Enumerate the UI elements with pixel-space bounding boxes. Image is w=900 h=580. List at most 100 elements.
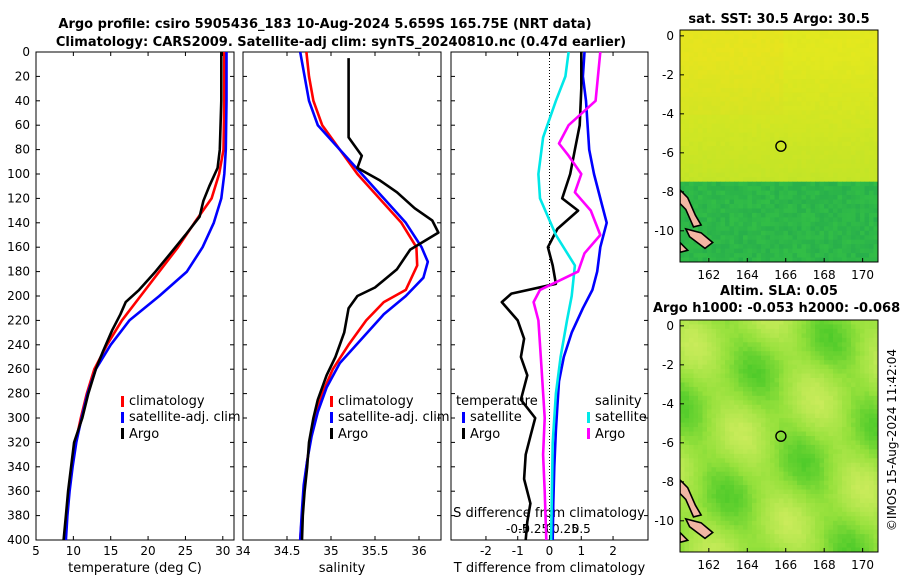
- map-cell: [864, 476, 870, 482]
- map-cell: [837, 395, 843, 401]
- map-cell: [702, 471, 708, 477]
- map-cell: [851, 373, 857, 379]
- map-cell: [774, 88, 780, 94]
- map-cell: [806, 342, 812, 348]
- map-cell: [842, 92, 848, 98]
- map-cell: [860, 34, 866, 40]
- map-cell: [815, 400, 821, 406]
- map-cell: [770, 516, 776, 522]
- map-cell: [783, 400, 789, 406]
- map-cell: [855, 199, 861, 205]
- map-cell: [810, 101, 816, 107]
- map-cell: [815, 440, 821, 446]
- map-cell: [837, 146, 843, 152]
- map-cell: [851, 190, 857, 196]
- map-cell: [869, 485, 875, 491]
- map-cell: [680, 360, 686, 366]
- map-cell: [774, 529, 780, 535]
- map-cell: [743, 239, 749, 245]
- map-cell: [761, 440, 767, 446]
- map-cell: [801, 436, 807, 442]
- map-cell: [761, 351, 767, 357]
- map-cell: [833, 70, 839, 76]
- map-cell: [846, 395, 852, 401]
- map-cell: [819, 114, 825, 120]
- map-cell: [689, 257, 695, 262]
- map-cell: [743, 534, 749, 540]
- map-cell: [756, 328, 762, 334]
- map-cell: [873, 38, 878, 44]
- map-cell: [720, 324, 726, 330]
- map-cell: [815, 43, 821, 49]
- map-cell: [828, 230, 834, 236]
- map-cell: [855, 248, 861, 254]
- map-cell: [725, 230, 731, 236]
- map-cell: [792, 52, 798, 58]
- map-cell: [797, 355, 803, 361]
- map-cell: [810, 373, 816, 379]
- map-cell: [828, 458, 834, 464]
- map-cell: [797, 395, 803, 401]
- map-cell: [860, 480, 866, 486]
- map-cell: [819, 61, 825, 67]
- map-cell: [702, 52, 708, 58]
- map-cell: [756, 324, 762, 330]
- map-cell: [761, 422, 767, 428]
- map-cell: [729, 239, 735, 245]
- map-cell: [810, 56, 816, 62]
- x-tick-label: 164: [736, 268, 759, 282]
- map-cell: [792, 163, 798, 169]
- map-cell: [734, 480, 740, 486]
- map-cell: [792, 146, 798, 152]
- map-cell: [810, 458, 816, 464]
- map-cell: [860, 462, 866, 468]
- map-cell: [684, 74, 690, 80]
- map-cell: [819, 146, 825, 152]
- map-cell: [783, 516, 789, 522]
- map-cell: [860, 400, 866, 406]
- map-cell: [756, 119, 762, 125]
- map-cell: [801, 239, 807, 245]
- map-cell: [833, 324, 839, 330]
- map-cell: [761, 489, 767, 495]
- map-cell: [810, 114, 816, 120]
- map-cell: [842, 56, 848, 62]
- map-cell: [765, 547, 771, 552]
- map-cell: [698, 543, 704, 549]
- map-cell: [716, 128, 722, 134]
- depth-tick-labels: 0204060801001201401601802002202402602803…: [7, 45, 30, 547]
- map-cell: [846, 440, 852, 446]
- map-cell: [846, 96, 852, 102]
- map-cell: [716, 525, 722, 531]
- map-cell: [779, 163, 785, 169]
- map-cell: [770, 47, 776, 53]
- depth-tick-label: 80: [15, 143, 30, 157]
- y-tick-label: -10: [654, 514, 674, 528]
- map-cell: [869, 520, 875, 526]
- map-cell: [851, 101, 857, 107]
- map-cell: [788, 253, 794, 259]
- map-cell: [756, 382, 762, 388]
- map-cell: [756, 418, 762, 424]
- map-cell: [837, 101, 843, 107]
- map-cell: [756, 163, 762, 169]
- map-cell: [747, 498, 753, 504]
- map-cell: [797, 257, 803, 262]
- map-cell: [684, 92, 690, 98]
- map-cell: [801, 440, 807, 446]
- map-cell: [792, 70, 798, 76]
- map-cell: [824, 476, 830, 482]
- map-cell: [761, 88, 767, 94]
- map-cell: [828, 507, 834, 513]
- map-cell: [711, 88, 717, 94]
- map-cell: [680, 253, 686, 259]
- map-cell: [842, 168, 848, 174]
- map-cell: [774, 507, 780, 513]
- map-cell: [837, 253, 843, 259]
- map-cell: [833, 114, 839, 120]
- map-cell: [752, 391, 758, 397]
- map-cell: [824, 105, 830, 111]
- map-cell: [842, 114, 848, 120]
